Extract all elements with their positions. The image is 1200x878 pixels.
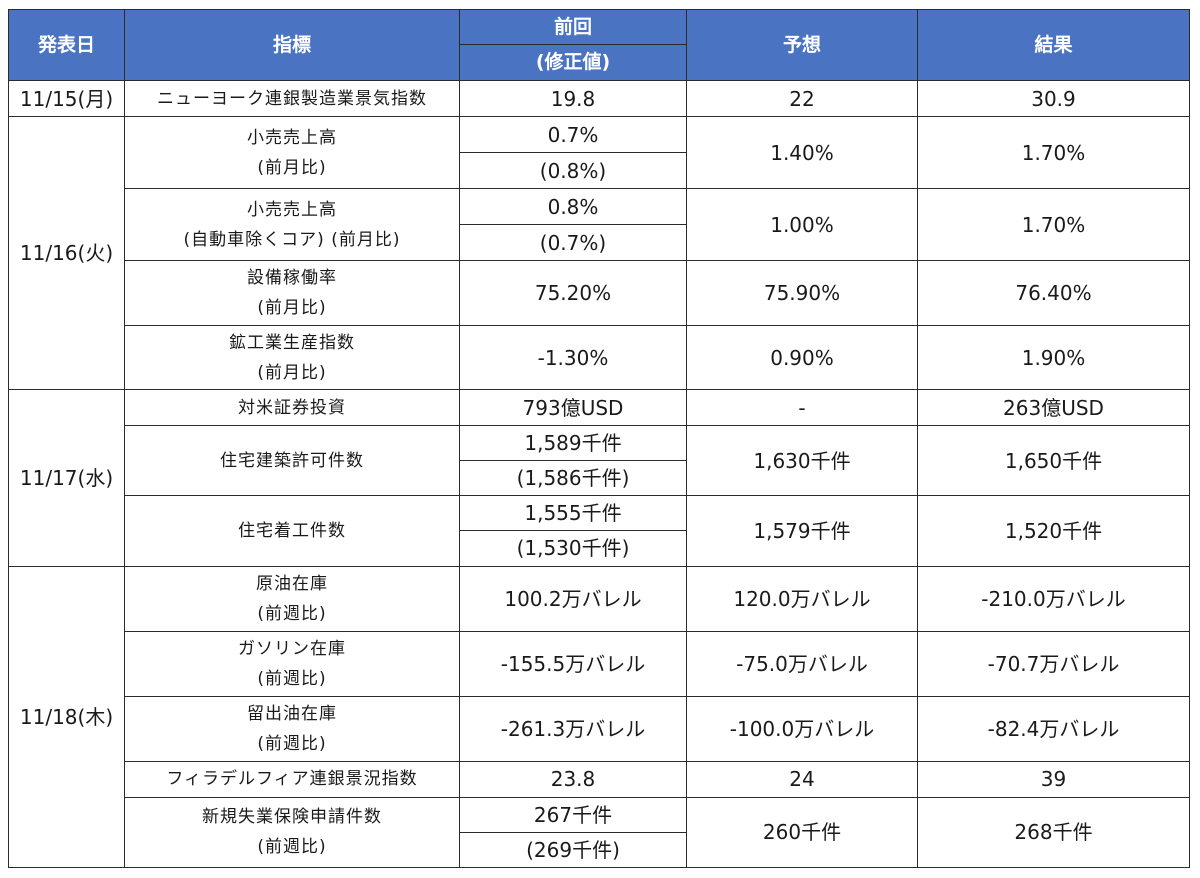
prev-value: 19.8 <box>459 80 687 118</box>
indicator-name: ガソリン在庫 (前週比) <box>124 630 460 697</box>
indicator-name: 新規失業保険申請件数 (前週比) <box>124 796 460 869</box>
prev-value: 1,589千件 <box>459 425 687 462</box>
prev-revised-value: (269千件) <box>459 831 687 869</box>
prev-value: 267千件 <box>459 796 687 833</box>
indicator-name: 住宅建築許可件数 <box>124 425 460 497</box>
date-cell: 11/16(火) <box>8 116 125 391</box>
indicator-name: ニューヨーク連銀製造業景気指数 <box>124 80 460 118</box>
forecast-value: 22 <box>686 80 918 118</box>
result-value: 1,650千件 <box>917 425 1190 497</box>
result-value: -70.7万バレル <box>917 630 1190 697</box>
prev-value: -1.30% <box>459 325 687 391</box>
forecast-value: 1,579千件 <box>686 495 918 567</box>
forecast-value: 1.40% <box>686 116 918 190</box>
prev-revised-value: (0.8%) <box>459 152 687 190</box>
forecast-value: -75.0万バレル <box>686 630 918 697</box>
prev-value: -261.3万バレル <box>459 695 687 762</box>
date-cell: 11/15(月) <box>8 80 125 118</box>
forecast-value: 1.00% <box>686 188 918 262</box>
prev-revised-value: (1,586千件) <box>459 460 687 497</box>
prev-value: 100.2万バレル <box>459 565 687 632</box>
header-date: 発表日 <box>8 8 125 82</box>
indicator-name: 小売売上高 (前月比) <box>124 116 460 190</box>
prev-value: 0.8% <box>459 188 687 226</box>
header-prev-revised: (修正値) <box>459 44 687 82</box>
prev-revised-value: (1,530千件) <box>459 530 687 567</box>
header-indicator: 指標 <box>124 8 460 82</box>
header-result: 結果 <box>917 8 1190 82</box>
indicator-name: 対米証券投資 <box>124 389 460 427</box>
economic-indicators-table: 発表日 指標 前回 予想 結果 (修正値) 11/15(月) ニューヨーク連銀製… <box>8 8 1190 869</box>
forecast-value: -100.0万バレル <box>686 695 918 762</box>
indicator-name: フィラデルフィア連銀景況指数 <box>124 760 460 798</box>
prev-value: 793億USD <box>459 389 687 427</box>
forecast-value: 75.90% <box>686 260 918 327</box>
date-cell: 11/18(木) <box>8 565 125 868</box>
indicator-name: 原油在庫 (前週比) <box>124 565 460 632</box>
result-value: 1.90% <box>917 325 1190 391</box>
forecast-value: 260千件 <box>686 796 918 869</box>
indicator-name: 設備稼働率 (前月比) <box>124 260 460 327</box>
indicator-name: 留出油在庫 (前週比) <box>124 695 460 762</box>
date-cell: 11/17(水) <box>8 389 125 567</box>
indicator-name: 鉱工業生産指数 (前月比) <box>124 325 460 391</box>
result-value: 1.70% <box>917 188 1190 262</box>
result-value: 30.9 <box>917 80 1190 118</box>
forecast-value: 1,630千件 <box>686 425 918 497</box>
prev-value: 0.7% <box>459 116 687 154</box>
result-value: 76.40% <box>917 260 1190 327</box>
forecast-value: 120.0万バレル <box>686 565 918 632</box>
prev-value: 1,555千件 <box>459 495 687 532</box>
forecast-value: 24 <box>686 760 918 798</box>
indicator-name: 小売売上高 (自動車除くコア) (前月比) <box>124 188 460 262</box>
result-value: 1,520千件 <box>917 495 1190 567</box>
indicator-name: 住宅着工件数 <box>124 495 460 567</box>
prev-value: 75.20% <box>459 260 687 327</box>
header-forecast: 予想 <box>686 8 918 82</box>
header-prev: 前回 <box>459 8 687 46</box>
forecast-value: - <box>686 389 918 427</box>
forecast-value: 0.90% <box>686 325 918 391</box>
result-value: 39 <box>917 760 1190 798</box>
result-value: -82.4万バレル <box>917 695 1190 762</box>
prev-value: -155.5万バレル <box>459 630 687 697</box>
result-value: 268千件 <box>917 796 1190 869</box>
result-value: -210.0万バレル <box>917 565 1190 632</box>
result-value: 263億USD <box>917 389 1190 427</box>
prev-revised-value: (0.7%) <box>459 224 687 262</box>
prev-value: 23.8 <box>459 760 687 798</box>
result-value: 1.70% <box>917 116 1190 190</box>
